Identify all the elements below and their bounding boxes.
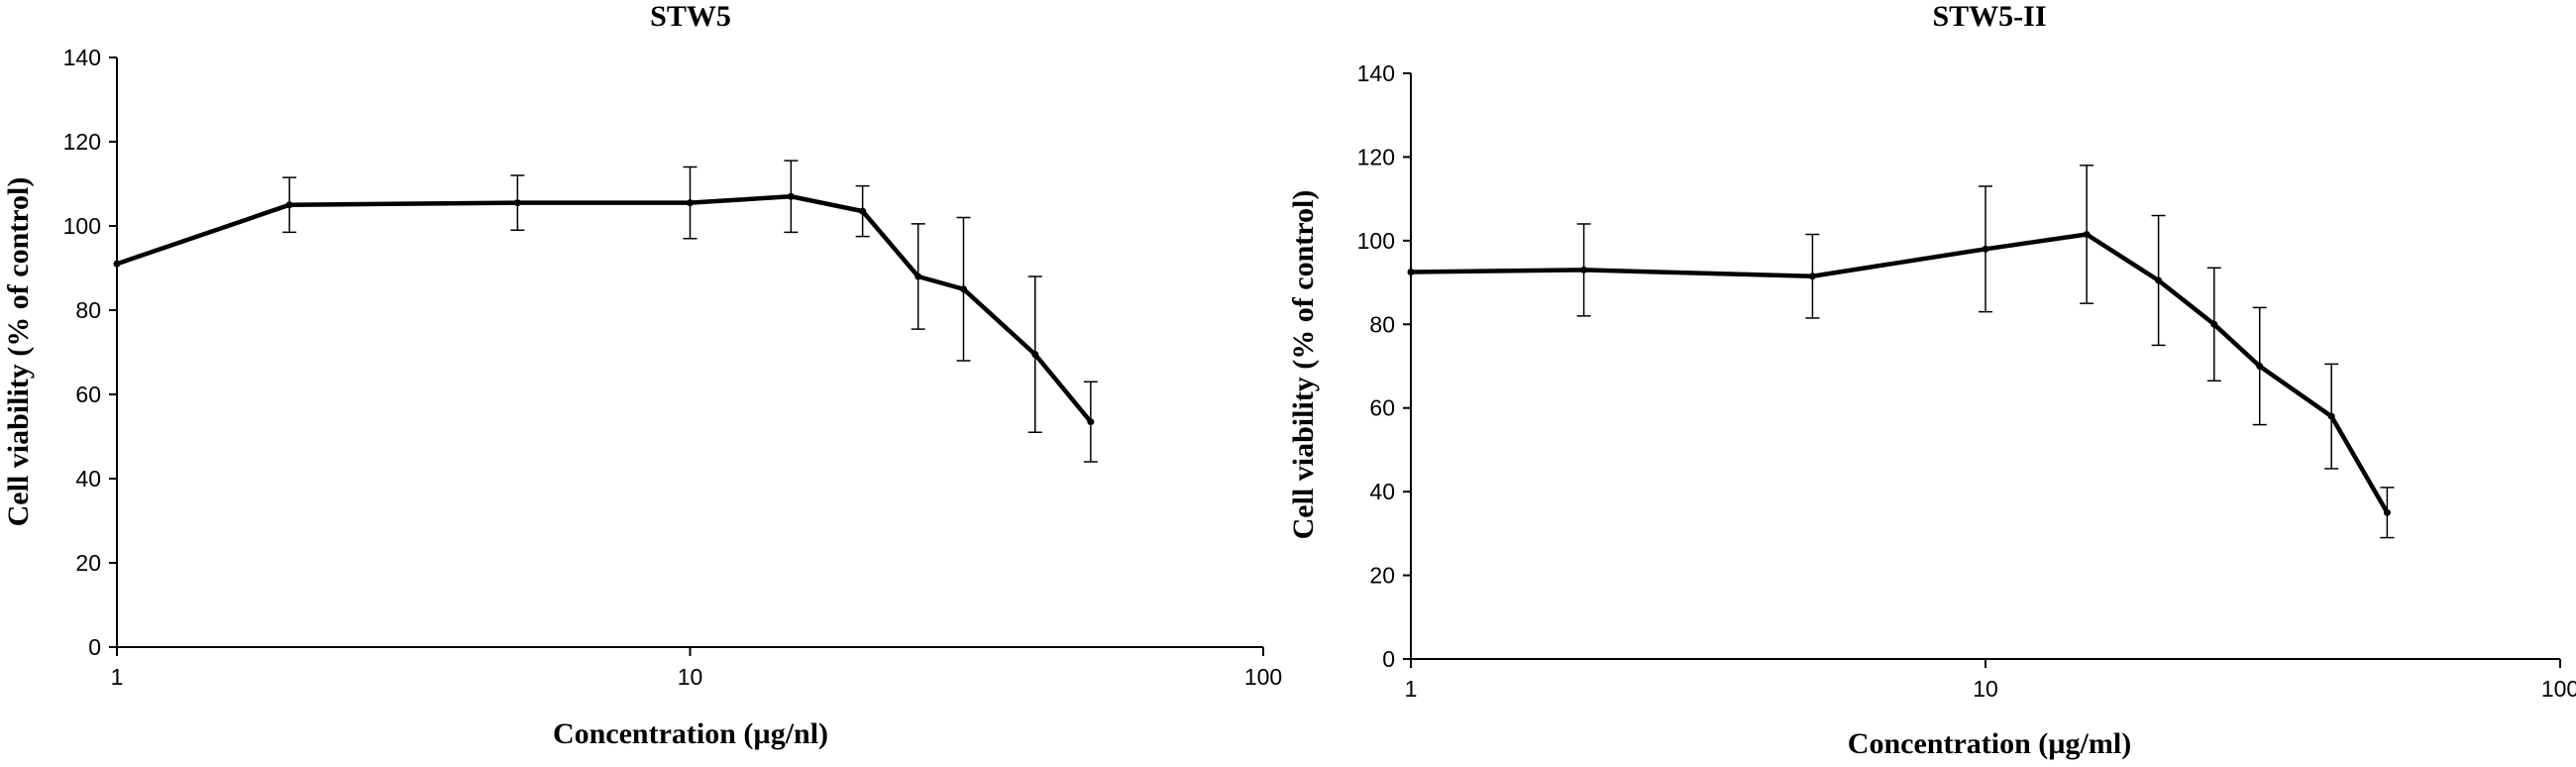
y-tick-label: 60 (1369, 395, 1395, 421)
y-tick-label: 120 (1357, 144, 1395, 169)
series-line (116, 194, 1093, 424)
y-axis-title: Cell viability (% of control) (1287, 190, 1320, 540)
data-point (1982, 245, 1989, 253)
x-tick-label: 100 (1244, 664, 1282, 690)
data-point (1031, 351, 1039, 359)
data-point (1580, 266, 1588, 274)
y-tick-label: 60 (75, 382, 101, 407)
data-point (513, 199, 521, 207)
x-tick-label: 1 (111, 664, 124, 690)
data-point (2327, 412, 2335, 420)
y-tick-label: 140 (63, 45, 101, 70)
chart-stw5: STW5 Concentration (µg/nl) Cell viabilit… (2, 0, 1282, 750)
x-tick-label: 10 (678, 664, 703, 690)
data-point (960, 285, 968, 293)
x-tick-label: 1 (1405, 676, 1418, 702)
data-point (113, 260, 121, 268)
axes (116, 57, 1263, 648)
x-axis-title: Concentration (µg/ml) (1848, 727, 2131, 760)
data-point (1808, 273, 1816, 280)
ticks: 0 20 40 60 80 100 120 140 1 10 100 (1357, 60, 2576, 702)
data-point (1407, 269, 1415, 276)
y-tick-label: 20 (75, 550, 101, 576)
y-tick-label: 20 (1369, 563, 1395, 589)
data-point (859, 207, 867, 215)
y-tick-label: 0 (1382, 646, 1395, 672)
y-axis-title: Cell viability (% of control) (2, 177, 35, 527)
error-bars (1576, 164, 2395, 539)
y-tick-label: 80 (1369, 311, 1395, 337)
data-point (787, 192, 795, 200)
y-tick-label: 120 (63, 129, 101, 155)
y-tick-label: 80 (75, 297, 101, 323)
data-point (2083, 231, 2091, 239)
series (1407, 231, 2391, 516)
chart-title: STW5-II (1932, 0, 2046, 33)
x-tick-label: 10 (1973, 676, 1998, 702)
x-tick-label: 100 (2541, 676, 2576, 702)
y-tick-label: 40 (1369, 479, 1395, 504)
data-point (2383, 508, 2391, 516)
data-point (1087, 418, 1095, 426)
series-line (1410, 232, 2390, 514)
data-point (2256, 363, 2264, 370)
y-tick-label: 0 (88, 634, 101, 660)
y-tick-label: 140 (1357, 60, 1395, 86)
y-tick-label: 100 (63, 213, 101, 239)
data-point (2210, 320, 2218, 328)
y-tick-label: 40 (75, 466, 101, 492)
data-point (285, 201, 293, 209)
series (113, 192, 1095, 426)
y-tick-label: 100 (1357, 228, 1395, 254)
data-point (2155, 276, 2163, 284)
chart-title: STW5 (650, 0, 731, 33)
data-point (687, 199, 694, 207)
axes (1410, 73, 2560, 660)
x-axis-title: Concentration (µg/nl) (553, 717, 828, 750)
data-point (914, 273, 922, 280)
chart-stw5-ii: STW5-II Concentration (µg/ml) Cell viabi… (1287, 0, 2576, 760)
ticks: 0 20 40 60 80 100 120 140 1 10 100 (63, 45, 1283, 690)
